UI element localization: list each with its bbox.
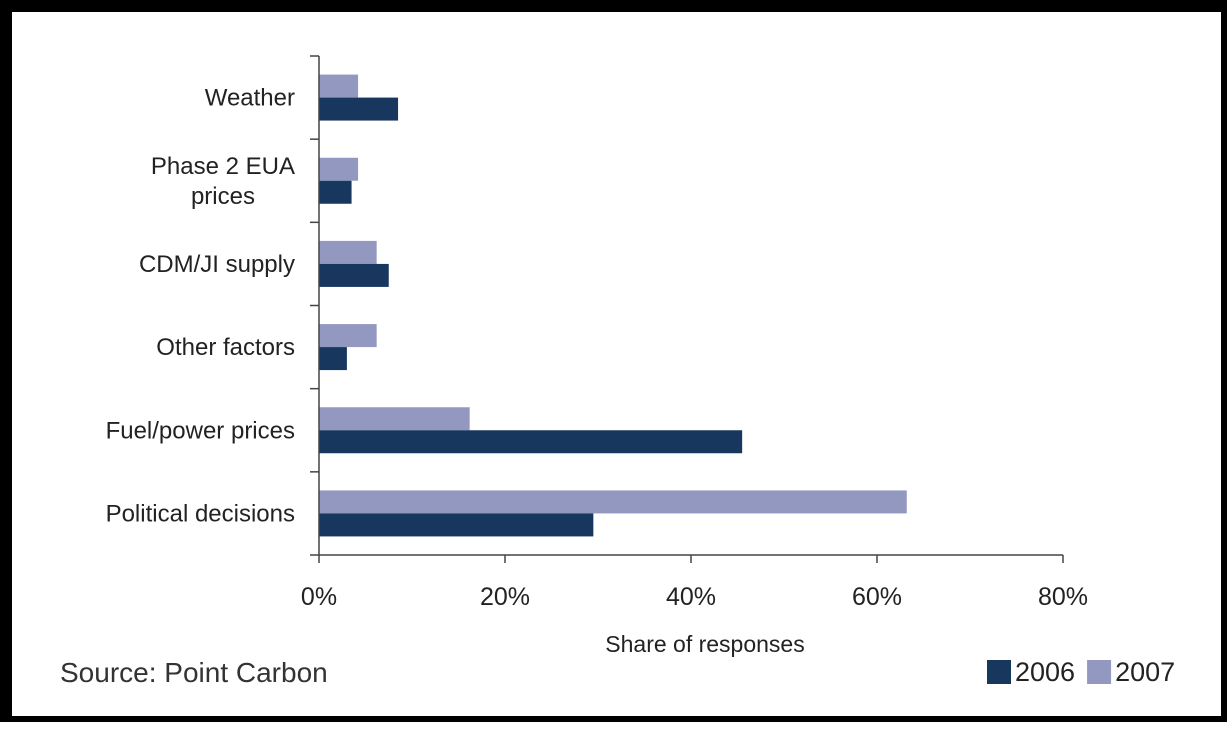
legend-label-2007: 2007 [1115, 657, 1175, 687]
bar-2006 [319, 347, 347, 371]
axes-group [318, 56, 1063, 556]
category-label: Weather [205, 85, 295, 112]
bar-2007 [319, 74, 359, 98]
category-label-line: Political decisions [106, 500, 295, 527]
x-axis-title: Share of responses [605, 631, 804, 657]
bar-2007 [319, 407, 470, 431]
bar-2007 [319, 490, 907, 514]
category-label: Fuel/power prices [106, 417, 295, 444]
legend-swatch-2007 [1087, 660, 1112, 684]
category-label-line: Fuel/power prices [106, 417, 295, 444]
bar-2007 [319, 240, 377, 264]
bar-2006 [319, 513, 594, 537]
category-label-line: Weather [205, 85, 295, 112]
bar-chart: Weather Phase 2 EUA prices CDM/JI supply Oth… [60, 55, 1175, 688]
bar-2007 [319, 157, 359, 181]
category-label-line: prices [191, 183, 255, 210]
x-axis-ticks [318, 555, 1064, 563]
category-label: CDM/JI supply [139, 251, 295, 278]
bars-group [319, 74, 907, 537]
category-label-line: CDM/JI supply [139, 251, 295, 278]
category-label: Other factors [156, 334, 295, 361]
legend-label-2006: 2006 [1015, 657, 1075, 687]
category-label: Phase 2 EUA prices [151, 153, 295, 210]
category-labels: Weather Phase 2 EUA prices CDM/JI supply Oth… [106, 85, 295, 528]
category-label-line: Phase 2 EUA [151, 153, 295, 180]
category-label: Political decisions [106, 500, 295, 527]
bar-2006 [319, 430, 743, 454]
bar-2007 [319, 324, 377, 348]
y-axis-ticks [310, 55, 319, 556]
x-tick-label: 20% [480, 583, 530, 611]
legend-swatch-2006 [987, 660, 1011, 684]
source-note: Source: Point Carbon [60, 657, 328, 688]
category-label-line: Other factors [156, 334, 295, 361]
x-tick-labels: 0% 20% 40% 60% 80% [301, 583, 1088, 611]
x-tick-label: 40% [666, 583, 716, 611]
bar-2006 [319, 263, 389, 287]
legend: 2006 2007 [987, 657, 1175, 687]
bar-2006 [319, 180, 352, 204]
x-tick-label: 60% [852, 583, 902, 611]
x-tick-label: 0% [301, 583, 337, 611]
bar-2006 [319, 97, 399, 121]
x-tick-label: 80% [1038, 583, 1088, 611]
